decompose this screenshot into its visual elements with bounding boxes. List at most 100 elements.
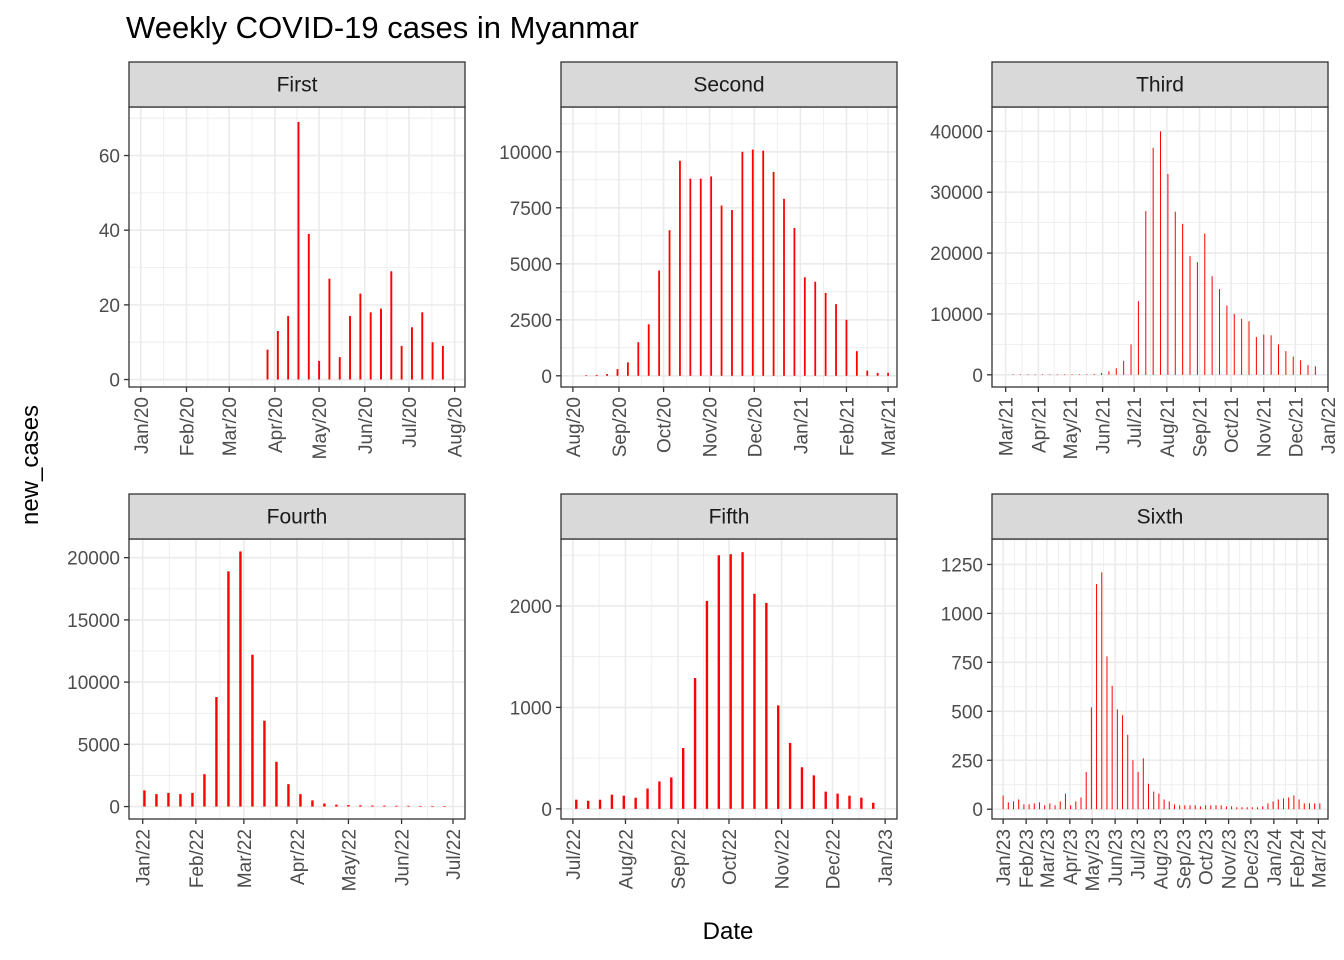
- bar: [1115, 368, 1117, 375]
- bar: [1033, 803, 1035, 810]
- bar: [1184, 805, 1186, 810]
- bar: [1182, 223, 1184, 375]
- bar: [383, 805, 386, 807]
- bar: [1111, 685, 1113, 810]
- bar: [1142, 758, 1144, 810]
- major-gridlines: [129, 107, 465, 387]
- x-tick-label: May/21: [1061, 397, 1082, 459]
- bar: [203, 774, 206, 807]
- x-tick-label: Dec/21: [1286, 397, 1307, 457]
- bar: [179, 794, 182, 807]
- facet-strip-label: Fifth: [709, 506, 750, 529]
- x-tick-label: Dec/20: [745, 397, 766, 457]
- x-tick-label: Jan/21: [791, 397, 812, 454]
- bar: [441, 345, 444, 380]
- facet-strip-label: First: [277, 74, 318, 97]
- bar: [1285, 351, 1287, 375]
- bar: [1132, 760, 1134, 810]
- bar: [431, 342, 434, 380]
- bar: [1153, 791, 1155, 810]
- bar: [359, 293, 362, 380]
- bar: [1251, 807, 1253, 810]
- y-tick-label: 0: [541, 800, 552, 821]
- x-axis: Jan/22 Feb/22 Mar/22 Apr/22 May/22 Jun/22 Jul/…: [134, 819, 465, 891]
- bar: [866, 370, 869, 376]
- bar: [1078, 374, 1080, 375]
- bar: [369, 312, 372, 380]
- bar: [731, 210, 733, 376]
- major-gridlines: [992, 539, 1328, 819]
- bar: [1293, 795, 1295, 810]
- y-tick-label: 30000: [930, 183, 983, 204]
- y-tick-label: 20: [99, 296, 120, 317]
- bar: [876, 372, 879, 376]
- bar: [1219, 289, 1221, 375]
- bar: [585, 375, 588, 376]
- bar: [1189, 805, 1191, 810]
- bar: [297, 121, 300, 380]
- y-tick-label: 0: [109, 371, 120, 392]
- x-tick-label: Jul/22: [444, 829, 465, 880]
- bar: [371, 805, 374, 807]
- bar: [1059, 801, 1061, 810]
- bar: [431, 805, 434, 807]
- bar: [307, 233, 310, 380]
- bar: [1215, 805, 1217, 810]
- bar: [347, 805, 350, 807]
- bar: [1194, 805, 1196, 810]
- bar: [616, 369, 619, 376]
- y-tick-label: 60: [99, 147, 120, 168]
- bar: [318, 360, 321, 380]
- x-tick-label: Mar/20: [220, 397, 241, 456]
- bar: [266, 349, 269, 380]
- bar: [395, 805, 398, 807]
- bar: [407, 805, 410, 807]
- bar: [400, 345, 403, 380]
- bar: [622, 795, 625, 809]
- bar: [762, 150, 765, 376]
- facet-strip-label: Fourth: [267, 506, 328, 529]
- facet-panel-fifth: Fifth 0 1000 2000 Jul/22 Aug/22 Sep/22 Oct/22 No…: [510, 493, 898, 889]
- bar: [610, 794, 614, 809]
- bar: [1152, 147, 1154, 375]
- bar: [1007, 802, 1009, 810]
- x-tick-label: Feb/22: [187, 829, 208, 888]
- bar: [1270, 335, 1272, 375]
- x-axis: Jul/22 Aug/22 Sep/22 Oct/22 Nov/22 Dec/22 Jan/…: [564, 819, 897, 889]
- bar: [1044, 805, 1046, 810]
- bar: [1308, 803, 1310, 810]
- bar: [1292, 356, 1294, 375]
- bar: [1145, 211, 1147, 375]
- minor-gridlines: [992, 107, 1328, 387]
- x-tick-label: Sep/22: [669, 829, 690, 889]
- bar: [1319, 803, 1321, 810]
- bar: [1303, 803, 1305, 810]
- bar: [1248, 321, 1250, 375]
- bar: [1231, 806, 1233, 810]
- bar: [1018, 799, 1020, 810]
- x-tick-label: Nov/22: [773, 829, 794, 889]
- bar: [1028, 804, 1030, 810]
- y-tick-label: 1250: [941, 555, 983, 576]
- y-tick-label: 10000: [499, 143, 552, 164]
- minor-gridlines: [561, 539, 897, 819]
- bar: [717, 555, 721, 809]
- bar: [1071, 374, 1073, 375]
- bar: [1042, 374, 1044, 375]
- x-tick-label: Jul/21: [1125, 397, 1146, 448]
- x-tick-label: Nov/23: [1220, 829, 1241, 889]
- bar: [848, 795, 851, 809]
- bar: [693, 677, 697, 809]
- x-tick-label: Jun/20: [356, 397, 377, 454]
- bar: [845, 319, 848, 376]
- x-tick-label: Aug/20: [564, 397, 585, 457]
- y-tick-label: 0: [541, 367, 552, 388]
- x-tick-label: Nov/20: [701, 397, 722, 457]
- x-tick-label: Apr/23: [1061, 829, 1082, 885]
- y-tick-label: 0: [972, 800, 983, 821]
- bar: [1298, 799, 1300, 810]
- facet-strip: [991, 493, 1329, 540]
- bar: [239, 551, 242, 807]
- x-tick-label: Mar/24: [1309, 829, 1330, 889]
